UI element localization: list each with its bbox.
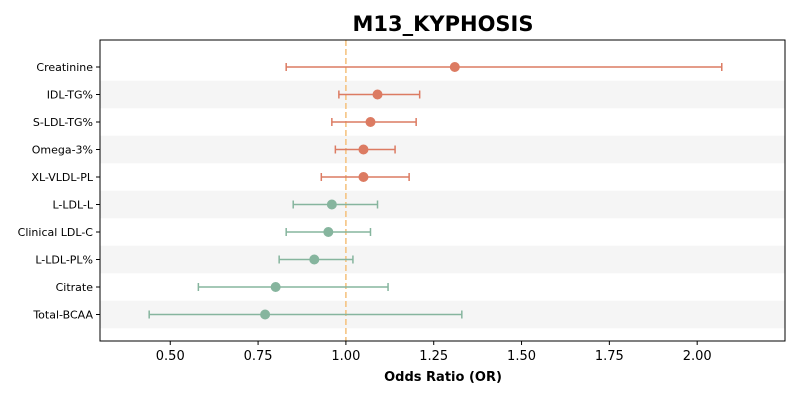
x-tick-label: 2.00 xyxy=(683,349,712,364)
row-bands xyxy=(100,80,785,329)
x-tick-label: 0.50 xyxy=(156,349,185,364)
y-tick-label: Clinical LDL-C xyxy=(18,226,94,239)
data-rows xyxy=(148,62,723,320)
data-row xyxy=(292,199,379,210)
data-row xyxy=(320,172,410,182)
y-tick-label: Omega-3% xyxy=(32,144,93,157)
x-tick-label: 0.75 xyxy=(244,349,273,364)
x-axis: 0.50 0.75 1.00 1.25 1.50 1.75 2.00 xyxy=(156,341,712,364)
data-row xyxy=(338,89,421,100)
or-point xyxy=(270,282,281,292)
data-row xyxy=(197,282,389,292)
y-tick-label: Total-BCAA xyxy=(32,309,93,322)
data-row xyxy=(278,254,354,265)
x-tick-label: 1.50 xyxy=(507,349,536,364)
or-point xyxy=(365,117,376,127)
data-row xyxy=(285,62,723,72)
y-tick-label: XL-VLDL-PL xyxy=(31,171,93,184)
y-tick-label: L-LDL-L xyxy=(52,199,93,212)
plot-frame xyxy=(99,39,786,342)
or-point xyxy=(309,254,320,265)
data-row xyxy=(334,144,396,155)
chart-title: M13_KYPHOSIS xyxy=(353,12,534,36)
data-row xyxy=(148,309,463,320)
y-tick-label: Creatinine xyxy=(36,61,93,74)
or-point xyxy=(326,199,337,210)
data-row xyxy=(331,117,417,127)
y-tick-label: L-LDL-PL% xyxy=(35,254,93,267)
x-tick-label: 1.00 xyxy=(331,349,360,364)
x-tick-label: 1.25 xyxy=(419,349,448,364)
or-point xyxy=(372,89,383,100)
row-band xyxy=(100,245,785,274)
x-tick-label: 1.75 xyxy=(595,349,624,364)
y-axis: Creatinine IDL-TG% S-LDL-TG% Omega-3% XL-VLD… xyxy=(18,61,100,322)
row-band xyxy=(100,190,785,219)
y-tick-label: IDL-TG% xyxy=(47,89,93,102)
row-band xyxy=(100,80,785,109)
or-point xyxy=(358,172,369,182)
y-tick-label: S-LDL-TG% xyxy=(33,116,93,129)
or-point xyxy=(323,227,334,237)
data-row xyxy=(285,227,372,237)
y-tick-label: Citrate xyxy=(56,281,94,294)
or-point xyxy=(358,144,369,155)
row-band xyxy=(100,135,785,164)
or-point xyxy=(449,62,460,72)
or-point xyxy=(260,309,271,320)
x-axis-label: Odds Ratio (OR) xyxy=(384,370,502,385)
